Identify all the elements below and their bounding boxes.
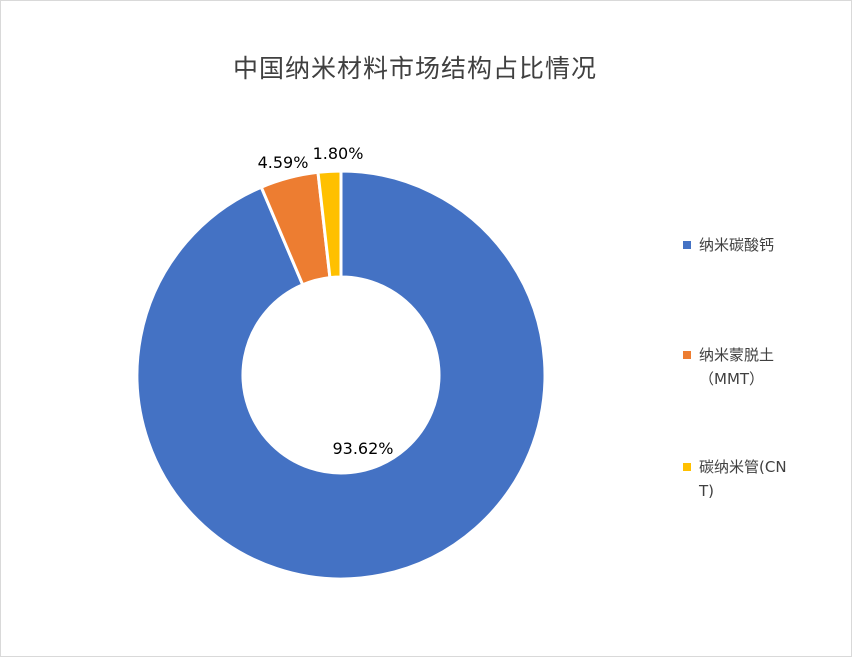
legend-label: 碳纳米管(CNT) — [699, 458, 787, 500]
legend-label: 纳米碳酸钙 — [699, 236, 775, 254]
legend-swatch — [683, 241, 691, 249]
slice-cnt — [316, 169, 343, 280]
data-label-cnt: 1.80% — [313, 144, 364, 163]
chart-title: 中国纳米材料市场结构占比情况 — [232, 54, 597, 83]
data-label-calcium-carbonate: 93.62% — [332, 439, 393, 458]
data-label-mmt: 4.59% — [258, 153, 309, 172]
legend-swatch — [683, 351, 691, 359]
legend-swatch — [683, 463, 691, 471]
legend-label: 纳米蒙脱土（MMT） — [699, 346, 775, 388]
slice-calcium-carbonate — [135, 169, 547, 581]
